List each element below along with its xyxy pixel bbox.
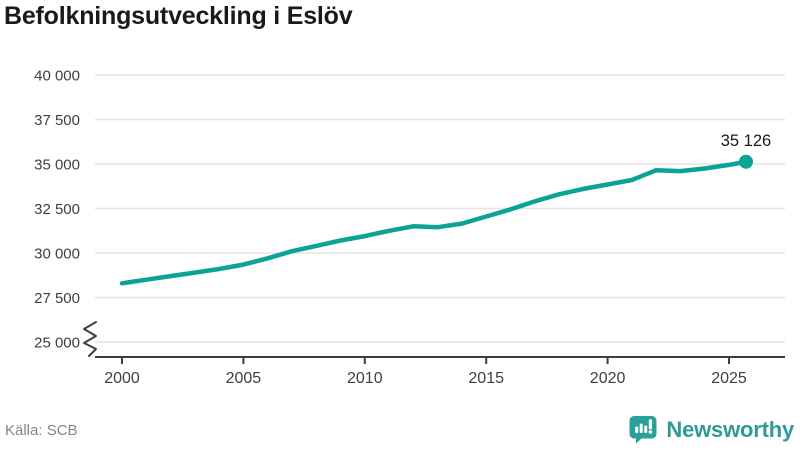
x-tick-label: 2010 bbox=[347, 370, 383, 387]
bar-3 bbox=[644, 425, 648, 433]
population-line bbox=[119, 159, 749, 286]
end-point-dot bbox=[738, 154, 753, 169]
end-value-label: 35 126 bbox=[721, 132, 771, 150]
x-tick-label: 2025 bbox=[711, 370, 747, 387]
newsworthy-logo[interactable]: Newsworthy bbox=[627, 413, 794, 446]
x-tick-label: 2005 bbox=[226, 370, 262, 387]
chart-title: Befolkningsutveckling i Eslöv bbox=[4, 2, 353, 30]
newsworthy-wordmark: Newsworthy bbox=[666, 416, 794, 442]
y-tick-label: 25 000 bbox=[34, 335, 80, 352]
x-tick-label: 2000 bbox=[104, 370, 140, 387]
exclamation-bar bbox=[649, 419, 653, 430]
exclamation-dot bbox=[649, 430, 653, 434]
y-tick-label: 40 000 bbox=[34, 68, 80, 85]
y-tick-label: 30 000 bbox=[34, 246, 80, 263]
y-tick-label: 32 500 bbox=[34, 201, 80, 218]
source-caption: Källa: SCB bbox=[5, 422, 78, 439]
x-tick-label: 2015 bbox=[468, 370, 504, 387]
population-chart: 25 000 27 500 30 000 32 500 35 000 37 500 40 0… bbox=[34, 68, 785, 387]
y-axis-break-icon bbox=[83, 321, 97, 357]
bar-chart-speech-bubble-icon bbox=[629, 416, 657, 444]
x-tick-label: 2020 bbox=[590, 370, 626, 387]
speech-bubble-shape bbox=[629, 416, 657, 444]
y-tick-label: 35 000 bbox=[34, 157, 80, 174]
y-tick-label: 37 500 bbox=[34, 112, 80, 129]
y-tick-label: 27 500 bbox=[34, 290, 80, 307]
bar-1 bbox=[635, 426, 639, 433]
bar-2 bbox=[640, 423, 644, 433]
